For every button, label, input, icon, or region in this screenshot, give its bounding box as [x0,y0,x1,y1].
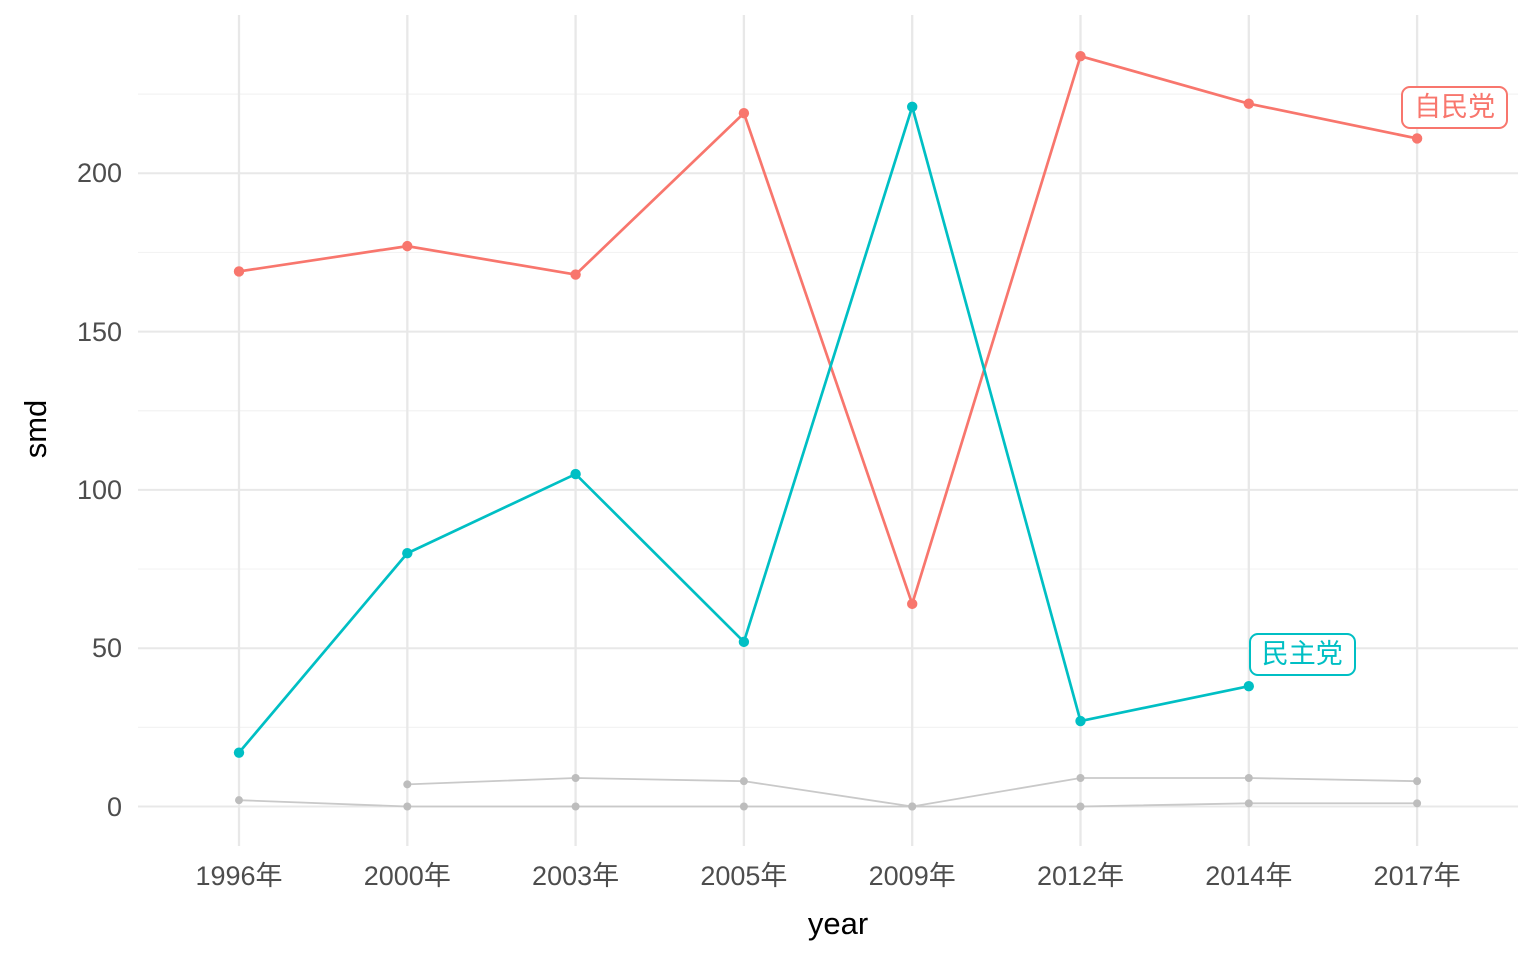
data-point-other-1 [1244,774,1253,783]
x-tick-label: 1996年 [195,861,283,891]
data-point-other-1 [1076,774,1085,783]
data-point-jiminto [570,269,581,280]
y-tick-label: 100 [76,474,122,505]
data-point-jiminto [402,240,413,252]
data-point-jiminto [1411,133,1423,144]
data-point-other-1 [739,777,748,786]
data-point-minshuto [1243,680,1255,692]
series-line-other-2 [238,799,1418,808]
gridlines-major [138,15,1518,846]
x-tick-label: 2012年 [1036,861,1125,891]
x-tick-label: 2005年 [700,861,788,891]
y-tick-label: 0 [106,791,122,822]
data-point-jiminto [738,107,750,119]
series-jiminto [233,50,1423,610]
data-point-minshuto [738,636,750,648]
y-axis-title: smd [18,399,53,459]
data-point-other-2 [571,802,580,811]
data-point-other-2 [908,802,917,811]
data-point-other-2 [739,802,748,811]
data-point-other-1 [1413,777,1422,786]
series-label-minshuto: 民主党 [1248,633,1356,677]
x-tick-label: 2000年 [363,861,451,891]
data-point-jiminto [233,266,245,277]
data-point-other-2 [403,802,412,811]
x-tick-label: 2017年 [1373,861,1461,891]
data-point-minshuto [907,101,918,113]
data-point-minshuto [233,747,245,758]
data-point-other-1 [403,780,412,789]
y-tick-label: 50 [91,633,122,664]
data-point-jiminto [1075,50,1086,62]
x-tick-label: 2009年 [868,861,956,891]
data-point-other-2 [235,796,243,805]
data-point-other-1 [571,774,580,783]
series-other-2 [235,796,1422,811]
data-point-jiminto [1243,98,1255,109]
data-point-other-2 [1076,802,1085,811]
x-tick-label: 2014年 [1205,861,1293,891]
series-minshuto [233,101,1255,758]
y-tick-label: 150 [76,316,122,347]
y-tick-label: 200 [76,158,122,189]
data-point-minshuto [570,468,581,480]
data-point-minshuto [1075,715,1086,727]
x-tick-label: 2003年 [532,861,620,891]
data-point-minshuto [402,548,413,559]
series-label-jiminto: 自民党 [1401,86,1509,130]
data-point-other-2 [1244,799,1253,808]
x-axis-title: year [807,906,869,941]
data-point-other-2 [1413,799,1422,808]
data-point-jiminto [907,598,918,610]
series-line-jiminto [238,54,1418,609]
